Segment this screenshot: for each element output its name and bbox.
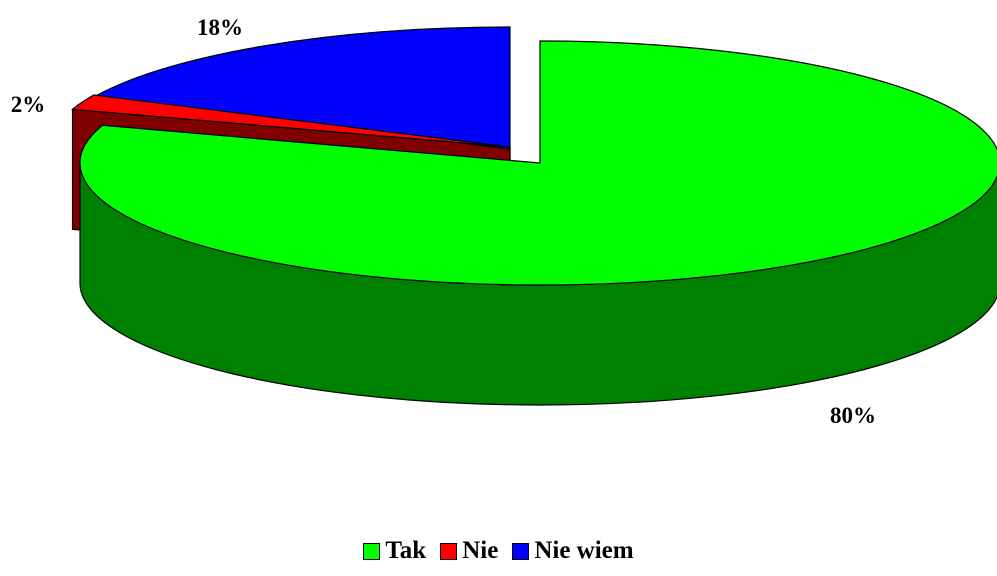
slice-top-nie-wiem (91, 26, 511, 150)
data-label-nie-wiem: 18% (197, 15, 243, 40)
legend-label-nie: Nie (462, 537, 499, 564)
legend-label-tak: Tak (385, 537, 427, 564)
data-label-nie: 2% (11, 92, 46, 117)
legend-item-tak: Tak (363, 537, 426, 565)
slice-top-nie (70, 94, 511, 148)
legend-item-nie: Nie (440, 537, 498, 565)
legend-swatch-nie (440, 542, 458, 560)
pie-chart: 80% 2% 18% (11, 15, 997, 428)
slice-top-tak (79, 40, 997, 286)
legend-item-nie-wiem: Nie wiem (512, 537, 634, 565)
pie-tops (70, 26, 997, 286)
data-label-tak: 80% (830, 403, 876, 428)
legend-swatch-tak (363, 542, 381, 560)
legend-label-nie-wiem: Nie wiem (534, 537, 634, 564)
legend-swatch-nie-wiem (512, 542, 530, 560)
data-labels: 80% 2% 18% (11, 15, 876, 428)
legend: Tak Nie Nie wiem (0, 534, 997, 568)
